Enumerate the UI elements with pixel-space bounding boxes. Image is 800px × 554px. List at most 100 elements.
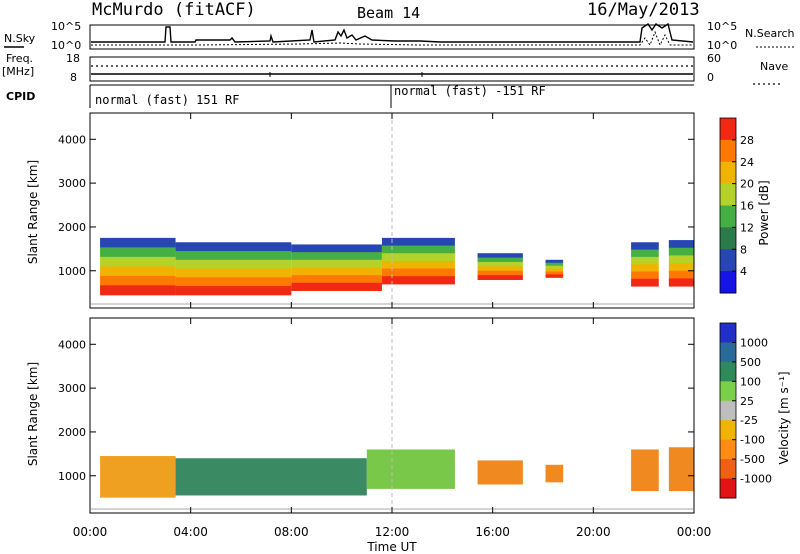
power-echo-band [668,247,694,256]
x-tick-label: 00:00 [73,525,108,539]
velocity-colorbar-segment [720,342,736,363]
power-echo-band [668,255,694,264]
power-colorbar-segment [720,205,736,228]
power-ylabel: Slant Range [km] [26,160,40,264]
velocity-echo-region [175,458,367,496]
power-echo-band [477,257,523,263]
power-echo-band [631,242,659,251]
power-echo-band [291,259,382,268]
power-colorbar-tick-label: 24 [740,156,754,169]
cpid-panel: CPID normal (fast) 151 RF normal (fast) … [6,84,694,108]
x-tick-label: 08:00 [274,525,309,539]
power-echo-band [175,268,292,278]
cpid-segment-2: normal (fast) -151 RF [394,84,546,98]
power-echo-band [291,282,382,291]
power-echo-band [381,260,455,270]
velocity-colorbar-tick-label: -25 [740,414,758,427]
nsky-label: N.Sky [4,32,36,45]
power-echo-band [477,253,523,259]
power-cbar-label: Power [dB] [757,180,771,245]
power-echo-band [545,274,564,278]
power-colorbar-segment [720,161,736,185]
nave-tick-top: 60 [707,52,721,65]
power-echo-band [545,262,564,267]
x-tick-label: 16:00 [475,525,510,539]
power-echo-band [100,256,176,267]
velocity-colorbar-tick-label: 500 [740,356,761,369]
velocity-colorbar-tick-label: 1000 [740,336,768,349]
power-echo-band [175,286,292,296]
x-tick-label: 12:00 [375,525,410,539]
velocity-colorbar-segment [720,361,736,382]
power-echo-band [175,259,292,270]
velocity-colorbar-tick-label: -1000 [740,473,772,486]
power-echo-band [631,249,659,258]
velocity-colorbar-segment [720,420,736,441]
y-tick-label: 1000 [58,470,86,483]
velocity-echo-region [668,447,694,492]
station-title: McMurdo (fitACF) [92,0,256,20]
power-echo-band [291,275,382,284]
nsearch-tick-top: 10^5 [707,20,737,33]
x-tick-label: 00:00 [677,525,712,539]
power-echo-band [100,266,176,277]
power-echo-band [381,237,455,247]
y-tick-label: 4000 [58,133,86,146]
power-echo-band [175,242,292,252]
time-axis: 00:00 04:00 08:00 12:00 16:00 20:00 00:00 [73,113,712,539]
power-colorbar-segment [720,139,736,163]
power-echo-band [477,266,523,272]
velocity-echo-region [366,449,455,489]
power-colorbar-segment [720,227,736,250]
power-echo-band [291,252,382,261]
nsearch-tick-bottom: 10^0 [707,39,737,52]
x-tick-label: 20:00 [576,525,611,539]
velocity-colorbar-segment [720,381,736,402]
nsky-panel: N.Sky 10^5 10^0 10^5 10^0 N.Search [4,20,796,52]
velocity-panel: 1000 2000 3000 4000 Slant Range [km] 1000 50… [26,317,791,514]
power-echo-band [100,247,176,258]
power-colorbar-tick-label: 16 [740,200,754,213]
nsearch-trace [91,30,693,47]
beam-title: Beam 14 [357,4,420,22]
date-title: 16/May/2013 [587,0,700,20]
nave-tick-bottom: 0 [707,71,714,84]
power-colorbar-tick-label: 28 [740,134,754,147]
x-tick-label: 04:00 [173,525,208,539]
freq-panel: Freq. [MHz] 18 8 60 0 Nave [2,52,788,85]
y-tick-label: 3000 [58,382,86,395]
nave-label: Nave [760,60,788,73]
freq-tick-top: 18 [66,52,80,65]
power-echo-band [631,256,659,265]
power-echo-band [631,278,659,287]
velocity-colorbar-tick-label: 25 [740,395,754,408]
y-tick-label: 1000 [58,265,86,278]
power-colorbar-tick-label: 12 [740,221,754,234]
velocity-echo-region [477,460,523,485]
power-echo-band [668,278,694,287]
power-echo-band [545,271,564,275]
power-panel: 1000 2000 3000 4000 Slant Range [km] 4 8 12 16… [26,112,771,309]
power-colorbar-tick-label: 8 [740,243,747,256]
power-colorbar-segment [720,118,736,141]
velocity-colorbar-segment [720,459,736,480]
power-colorbar-segment [720,271,736,294]
power-colorbar-segment [720,249,736,272]
power-echo-band [631,271,659,280]
power-echo-band [100,237,176,248]
freq-tick-bottom: 8 [70,71,77,84]
nsearch-label: N.Search [745,27,795,40]
velocity-colorbar-segment [720,323,736,343]
velocity-colorbar: 1000 500 100 25 -25 -100 -500 -1000 [719,322,772,499]
power-echo-band [668,240,694,249]
cpid-label: CPID [6,90,35,103]
velocity-echo-region [545,464,564,483]
y-tick-label: 4000 [58,338,86,351]
y-tick-label: 2000 [58,426,86,439]
power-echo-band [175,251,292,261]
power-echo-band [381,276,455,285]
power-echo-band [631,264,659,272]
velocity-colorbar-tick-label: 100 [740,375,761,388]
y-tick-label: 2000 [58,221,86,234]
power-colorbar: 4 8 12 16 20 24 28 [719,117,754,294]
